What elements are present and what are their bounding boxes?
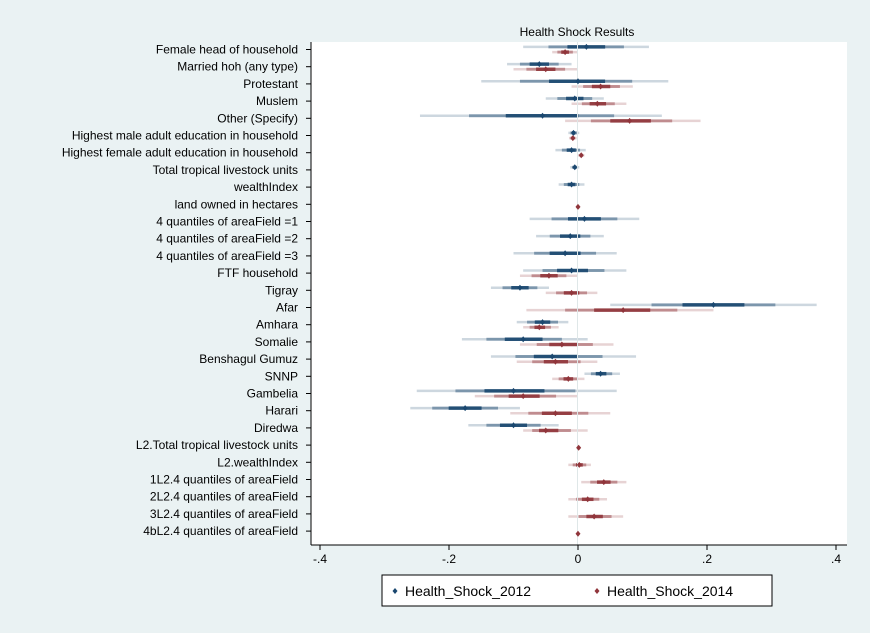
y-tick-label: Protestant: [243, 77, 298, 91]
y-tick-label: Benshagul Gumuz: [199, 352, 298, 366]
point-estimate: [540, 112, 546, 119]
y-tick-label: land owned in hectares: [175, 197, 298, 211]
point-estimate: [601, 479, 607, 486]
point-estimate: [562, 49, 568, 56]
point-estimate: [575, 203, 581, 210]
point-estimate: [591, 513, 597, 520]
point-estimate: [536, 324, 542, 331]
point-estimates: [462, 43, 716, 537]
point-estimate: [576, 461, 582, 468]
point-estimate: [565, 375, 571, 382]
point-estimate: [562, 250, 568, 257]
y-axis-labels: Female head of household Married hoh (any…: [62, 43, 311, 538]
point-estimate: [578, 152, 584, 159]
point-estimate: [517, 284, 523, 291]
point-estimate: [511, 387, 516, 394]
point-estimate: [567, 233, 573, 240]
y-tick-label: Muslem: [256, 94, 298, 108]
y-tick-label: 4 quantiles of areaField =2: [156, 232, 298, 246]
x-tick-label: -.4: [313, 552, 327, 566]
y-tick-label: L2.Total tropical livestock units: [136, 438, 298, 452]
y-tick-label: Amhara: [256, 318, 298, 332]
x-tick-label: -.2: [442, 552, 456, 566]
y-tick-label: SNNP: [265, 369, 298, 383]
point-estimate: [585, 496, 591, 503]
point-estimate: [581, 215, 587, 222]
y-tick-label: Somalie: [255, 335, 299, 349]
y-tick-label: 4bL2.4 quantiles of areaField: [143, 524, 298, 538]
y-tick-label: Diredwa: [254, 421, 298, 435]
point-estimate: [569, 267, 575, 274]
point-estimate: [520, 336, 526, 343]
x-tick-label: .2: [702, 552, 712, 566]
x-axis-ticks: -.4 -.2 0 .2 .4: [313, 545, 841, 566]
legend-label: Health_Shock_2014: [607, 583, 733, 599]
point-estimate: [569, 289, 575, 296]
point-estimate: [594, 100, 600, 107]
point-estimate: [569, 147, 575, 154]
legend: Health_Shock_2012 Health_Shock_2014: [381, 574, 773, 607]
point-estimate: [552, 410, 558, 417]
point-estimate: [576, 444, 582, 451]
y-tick-label: Afar: [276, 301, 298, 315]
point-estimate: [598, 370, 604, 377]
point-estimate: [543, 66, 549, 73]
y-tick-label: Highest male adult education in househol…: [72, 129, 298, 143]
point-estimate: [552, 358, 558, 365]
point-estimate: [575, 530, 581, 537]
y-tick-label: 1L2.4 quantiles of areaField: [150, 473, 298, 487]
y-tick-label: Female head of household: [156, 43, 298, 57]
y-tick-label: FTF household: [217, 266, 298, 280]
point-estimate: [540, 319, 546, 326]
y-tick-label: 3L2.4 quantiles of areaField: [150, 507, 298, 521]
point-estimate: [536, 61, 542, 68]
x-tick-label: 0: [575, 552, 582, 566]
point-estimate: [549, 353, 555, 360]
y-tick-label: Highest female adult education in househ…: [62, 146, 298, 160]
y-tick-label: Tigray: [265, 283, 298, 297]
point-estimate: [583, 43, 589, 50]
point-estimate: [543, 427, 549, 434]
point-estimate: [710, 301, 716, 308]
legend-label: Health_Shock_2012: [405, 583, 531, 599]
y-tick-label: Total tropical livestock units: [153, 163, 298, 177]
y-tick-label: L2.wealthIndex: [217, 455, 298, 469]
point-estimate: [546, 272, 552, 279]
point-estimate: [598, 83, 604, 90]
y-tick-label: 2L2.4 quantiles of areaField: [150, 490, 298, 504]
point-estimate: [511, 422, 516, 429]
y-tick-label: 4 quantiles of areaField =3: [156, 249, 298, 263]
point-estimate: [572, 164, 578, 171]
point-estimate: [570, 129, 576, 136]
point-estimate: [627, 117, 633, 124]
legend-box: [381, 574, 773, 607]
point-estimate: [559, 341, 565, 348]
point-estimate: [569, 181, 575, 188]
point-estimate: [575, 78, 581, 85]
y-tick-label: 4 quantiles of areaField =1: [156, 215, 298, 229]
point-estimate: [572, 95, 578, 102]
y-tick-label: Married hoh (any type): [177, 60, 298, 74]
x-tick-label: .4: [831, 552, 841, 566]
point-estimate: [570, 135, 576, 142]
legend-marker: [594, 588, 600, 594]
point-estimate: [462, 405, 468, 412]
chart-title: Health Shock Results: [520, 25, 635, 39]
y-tick-label: wealthIndex: [233, 180, 298, 194]
y-tick-label: Gambelia: [247, 387, 299, 401]
point-estimate: [520, 393, 526, 400]
legend-marker: [392, 588, 398, 594]
y-tick-label: Other (Specify): [217, 111, 298, 125]
point-estimate: [620, 307, 626, 314]
y-tick-label: Harari: [265, 404, 298, 418]
